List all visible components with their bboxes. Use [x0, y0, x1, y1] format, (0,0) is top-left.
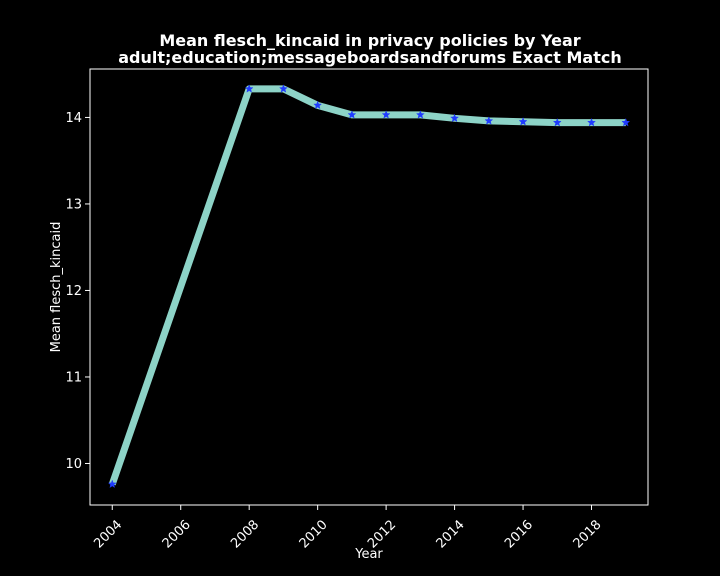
data-point-marker [621, 117, 631, 127]
data-point-marker [313, 100, 323, 110]
y-axis: 10 11 12 13 14 [65, 111, 90, 472]
x-tick-label: 2004 [91, 517, 125, 551]
data-point-marker [278, 84, 288, 93]
data-point-marker [552, 117, 562, 127]
chart-subtitle: adult;education;messageboardsandforums E… [118, 48, 621, 67]
data-point-marker [587, 117, 596, 127]
series-line [108, 85, 626, 486]
x-tick-label: 2008 [228, 517, 262, 551]
x-tick-label: 2018 [571, 517, 605, 551]
x-axis: 2004 2006 2008 2010 2012 2014 2016 2018 [91, 505, 605, 551]
y-tick-label: 10 [65, 457, 82, 472]
chart-title: Mean flesch_kincaid in privacy policies … [159, 31, 580, 50]
x-tick-label: 2016 [502, 517, 536, 551]
x-tick-label: 2006 [160, 517, 194, 551]
y-tick-label: 11 [65, 370, 82, 385]
data-point-marker [244, 84, 254, 93]
data-point-marker [347, 110, 357, 119]
data-point-marker [450, 113, 460, 123]
data-point-marker [415, 110, 425, 119]
y-tick-label: 14 [65, 111, 82, 126]
data-point-marker [381, 110, 391, 119]
x-tick-label: 2014 [434, 517, 468, 551]
x-axis-label: Year [354, 547, 383, 562]
data-point-marker [484, 116, 494, 125]
axes-frame [89, 68, 649, 506]
data-point-marker [107, 479, 117, 489]
y-axis-label: Mean flesch_kincaid [49, 222, 64, 353]
plot-area [107, 84, 631, 489]
x-tick-label: 2010 [297, 517, 331, 551]
data-point-marker [518, 117, 528, 126]
y-tick-label: 12 [65, 284, 82, 299]
y-tick-label: 13 [65, 197, 82, 212]
